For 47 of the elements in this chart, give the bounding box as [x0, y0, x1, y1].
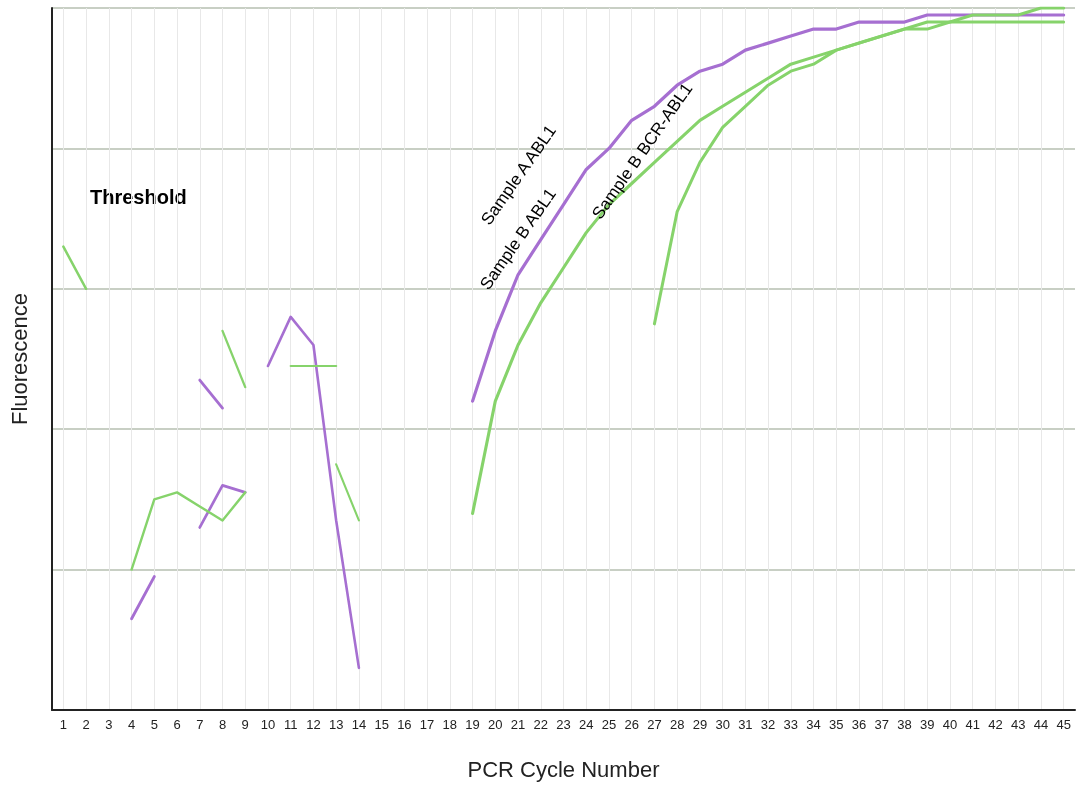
x-tick-label: 32 [760, 717, 776, 732]
x-tick-label: 20 [488, 717, 503, 732]
x-tick-label: 25 [601, 717, 617, 732]
x-tick-label: 36 [851, 717, 867, 732]
x-tick-label: 3 [105, 717, 113, 732]
x-tick-label: 21 [510, 717, 526, 732]
x-tick-label: 5 [150, 717, 158, 732]
x-tick-label: 19 [465, 717, 480, 732]
x-tick-label: 23 [556, 717, 571, 732]
x-tick-label: 39 [920, 717, 935, 732]
x-tick-label: 13 [328, 717, 344, 732]
x-tick-label: 9 [241, 717, 249, 732]
x-tick-label: 26 [624, 717, 639, 732]
x-axis-title: PCR Cycle Number [467, 756, 660, 782]
x-tick-label: 8 [218, 717, 227, 732]
x-tick-label: 33 [783, 717, 799, 732]
x-tick-label: 1 [59, 717, 67, 732]
x-tick-label: 10 [260, 717, 276, 732]
x-tick-label: 6 [173, 717, 181, 732]
x-tick-label: 2 [82, 717, 90, 732]
y-axis-title: Fluorescence [6, 292, 32, 426]
x-tick-label: 41 [965, 717, 980, 732]
x-tick-label: 31 [738, 717, 753, 732]
x-tick-label: 22 [533, 717, 548, 732]
x-tick-label: 34 [806, 717, 821, 732]
x-tick-label: 7 [196, 717, 204, 732]
x-tick-label: 4 [127, 717, 136, 732]
x-tick-label: 30 [715, 717, 730, 732]
x-tick-label: 28 [669, 717, 685, 732]
x-tick-label: 16 [397, 717, 412, 732]
x-tick-label: 17 [419, 717, 435, 732]
x-tick-label: 40 [942, 717, 958, 732]
x-tick-label: 14 [351, 717, 367, 732]
x-tick-label: 18 [442, 717, 458, 732]
x-tick-label: 35 [829, 717, 844, 732]
x-tick-label: 43 [1010, 717, 1026, 732]
x-tick-label: 38 [897, 717, 912, 732]
x-tick-label: 24 [579, 717, 594, 732]
x-tick-label: 29 [692, 717, 708, 732]
x-tick-label: 44 [1033, 717, 1049, 732]
x-tick-label: 42 [988, 717, 1003, 732]
x-tick-label: 45 [1056, 717, 1071, 732]
x-tick-label: 37 [874, 717, 889, 732]
x-tick-label: 11 [283, 717, 298, 732]
x-tick-label: 27 [647, 717, 662, 732]
x-tick-label: 15 [374, 717, 389, 732]
x-tick-label: 12 [306, 717, 321, 732]
